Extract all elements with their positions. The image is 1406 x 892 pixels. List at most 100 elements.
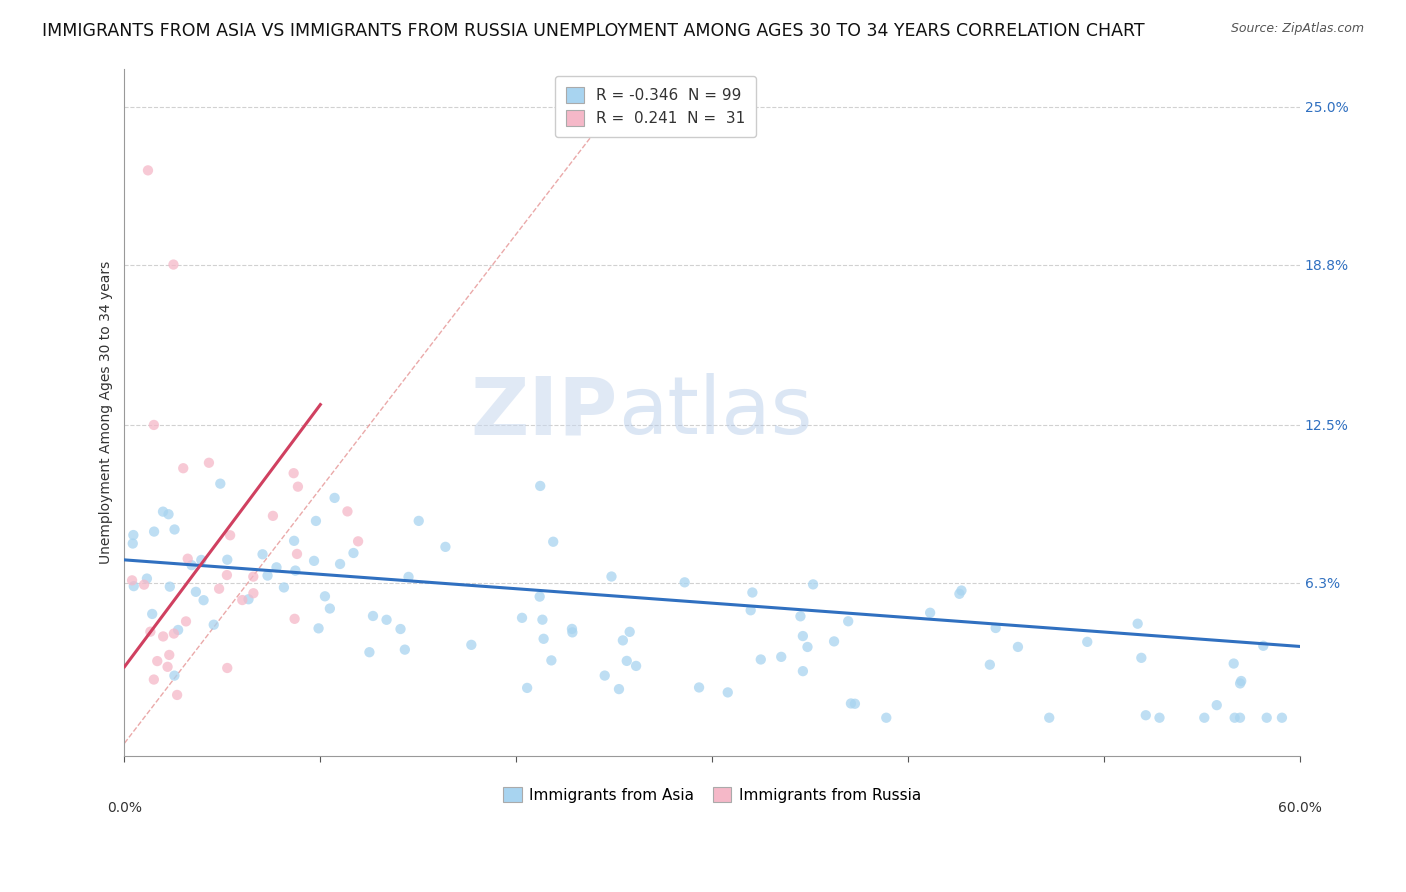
Point	[166, 688, 188, 702]
Point	[135, 572, 157, 586]
Point	[329, 557, 352, 571]
Point	[209, 476, 232, 491]
Point	[529, 479, 551, 493]
Point	[796, 640, 818, 654]
Point	[242, 569, 264, 583]
Point	[231, 593, 253, 607]
Point	[408, 514, 430, 528]
Point	[152, 505, 174, 519]
Point	[162, 258, 184, 272]
Point	[177, 551, 200, 566]
Point	[193, 593, 215, 607]
Point	[375, 613, 398, 627]
Point	[262, 508, 284, 523]
Point	[305, 514, 328, 528]
Point	[121, 536, 143, 550]
Point	[1253, 639, 1275, 653]
Point	[717, 685, 740, 699]
Point	[920, 606, 942, 620]
Point	[139, 624, 162, 639]
Point	[287, 480, 309, 494]
Point	[273, 581, 295, 595]
Point	[283, 466, 305, 480]
Point	[1135, 708, 1157, 723]
Point	[1229, 711, 1251, 725]
Point	[157, 648, 180, 662]
Point	[619, 624, 641, 639]
Text: ZIP: ZIP	[471, 373, 619, 451]
Point	[308, 621, 330, 635]
Text: Source: ZipAtlas.com: Source: ZipAtlas.com	[1230, 22, 1364, 36]
Point	[593, 668, 616, 682]
Point	[302, 554, 325, 568]
Point	[342, 546, 364, 560]
Point	[190, 553, 212, 567]
Point	[141, 607, 163, 621]
Text: 60.0%: 60.0%	[1278, 801, 1322, 814]
Point	[624, 659, 647, 673]
Point	[1007, 640, 1029, 654]
Point	[616, 654, 638, 668]
Point	[600, 569, 623, 583]
Point	[122, 528, 145, 542]
Point	[217, 552, 239, 566]
Point	[217, 661, 239, 675]
Point	[266, 560, 288, 574]
Point	[132, 577, 155, 591]
Point	[844, 697, 866, 711]
Point	[561, 625, 583, 640]
Point	[198, 456, 221, 470]
Point	[159, 580, 181, 594]
Point	[801, 577, 824, 591]
Point	[533, 632, 555, 646]
Point	[143, 524, 166, 539]
Point	[749, 652, 772, 666]
Point	[146, 654, 169, 668]
Point	[1126, 616, 1149, 631]
Point	[740, 603, 762, 617]
Point	[157, 507, 180, 521]
Point	[163, 626, 186, 640]
Point	[389, 622, 412, 636]
Point	[1222, 657, 1244, 671]
Point	[770, 649, 793, 664]
Point	[948, 587, 970, 601]
Point	[142, 417, 165, 432]
Point	[156, 660, 179, 674]
Point	[612, 633, 634, 648]
Point	[950, 583, 973, 598]
Point	[1038, 711, 1060, 725]
Point	[792, 664, 814, 678]
Point	[252, 547, 274, 561]
Point	[1230, 673, 1253, 688]
Y-axis label: Unemployment Among Ages 30 to 34 years: Unemployment Among Ages 30 to 34 years	[100, 260, 114, 564]
Point	[163, 668, 186, 682]
Point	[172, 461, 194, 475]
Point	[531, 613, 554, 627]
Point	[215, 568, 238, 582]
Point	[673, 575, 696, 590]
Point	[875, 711, 897, 725]
Point	[219, 528, 242, 542]
Point	[1223, 711, 1246, 725]
Point	[283, 533, 305, 548]
Point	[284, 564, 307, 578]
Point	[516, 681, 538, 695]
Point	[336, 504, 359, 518]
Point	[174, 615, 197, 629]
Point	[319, 601, 342, 615]
Point	[242, 586, 264, 600]
Point	[184, 584, 207, 599]
Point	[460, 638, 482, 652]
Point	[359, 645, 381, 659]
Point	[823, 634, 845, 648]
Point	[1256, 711, 1278, 725]
Point	[323, 491, 346, 505]
Point	[167, 623, 190, 637]
Point	[789, 609, 811, 624]
Point	[398, 570, 420, 584]
Text: atlas: atlas	[619, 373, 813, 451]
Point	[347, 534, 370, 549]
Point	[202, 617, 225, 632]
Point	[122, 579, 145, 593]
